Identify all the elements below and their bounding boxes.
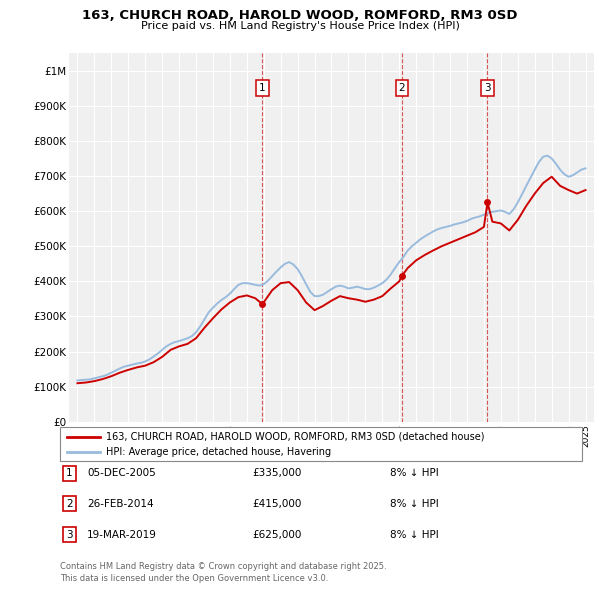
Text: 163, CHURCH ROAD, HAROLD WOOD, ROMFORD, RM3 0SD (detached house): 163, CHURCH ROAD, HAROLD WOOD, ROMFORD, … bbox=[106, 432, 485, 442]
Text: Contains HM Land Registry data © Crown copyright and database right 2025.
This d: Contains HM Land Registry data © Crown c… bbox=[60, 562, 386, 583]
Text: HPI: Average price, detached house, Havering: HPI: Average price, detached house, Have… bbox=[106, 447, 331, 457]
Text: 1: 1 bbox=[66, 468, 73, 478]
Text: 19-MAR-2019: 19-MAR-2019 bbox=[87, 530, 157, 539]
Text: 8% ↓ HPI: 8% ↓ HPI bbox=[390, 499, 439, 509]
Text: £625,000: £625,000 bbox=[252, 530, 301, 539]
Text: 2: 2 bbox=[66, 499, 73, 509]
Text: 1: 1 bbox=[259, 83, 266, 93]
Text: 8% ↓ HPI: 8% ↓ HPI bbox=[390, 530, 439, 539]
Text: 3: 3 bbox=[484, 83, 491, 93]
Text: 26-FEB-2014: 26-FEB-2014 bbox=[87, 499, 154, 509]
Text: 8% ↓ HPI: 8% ↓ HPI bbox=[390, 468, 439, 478]
Text: Price paid vs. HM Land Registry's House Price Index (HPI): Price paid vs. HM Land Registry's House … bbox=[140, 21, 460, 31]
Text: 05-DEC-2005: 05-DEC-2005 bbox=[87, 468, 156, 478]
Text: 163, CHURCH ROAD, HAROLD WOOD, ROMFORD, RM3 0SD: 163, CHURCH ROAD, HAROLD WOOD, ROMFORD, … bbox=[82, 9, 518, 22]
Text: £335,000: £335,000 bbox=[252, 468, 301, 478]
Text: £415,000: £415,000 bbox=[252, 499, 301, 509]
Text: 3: 3 bbox=[66, 530, 73, 539]
Text: 2: 2 bbox=[398, 83, 405, 93]
